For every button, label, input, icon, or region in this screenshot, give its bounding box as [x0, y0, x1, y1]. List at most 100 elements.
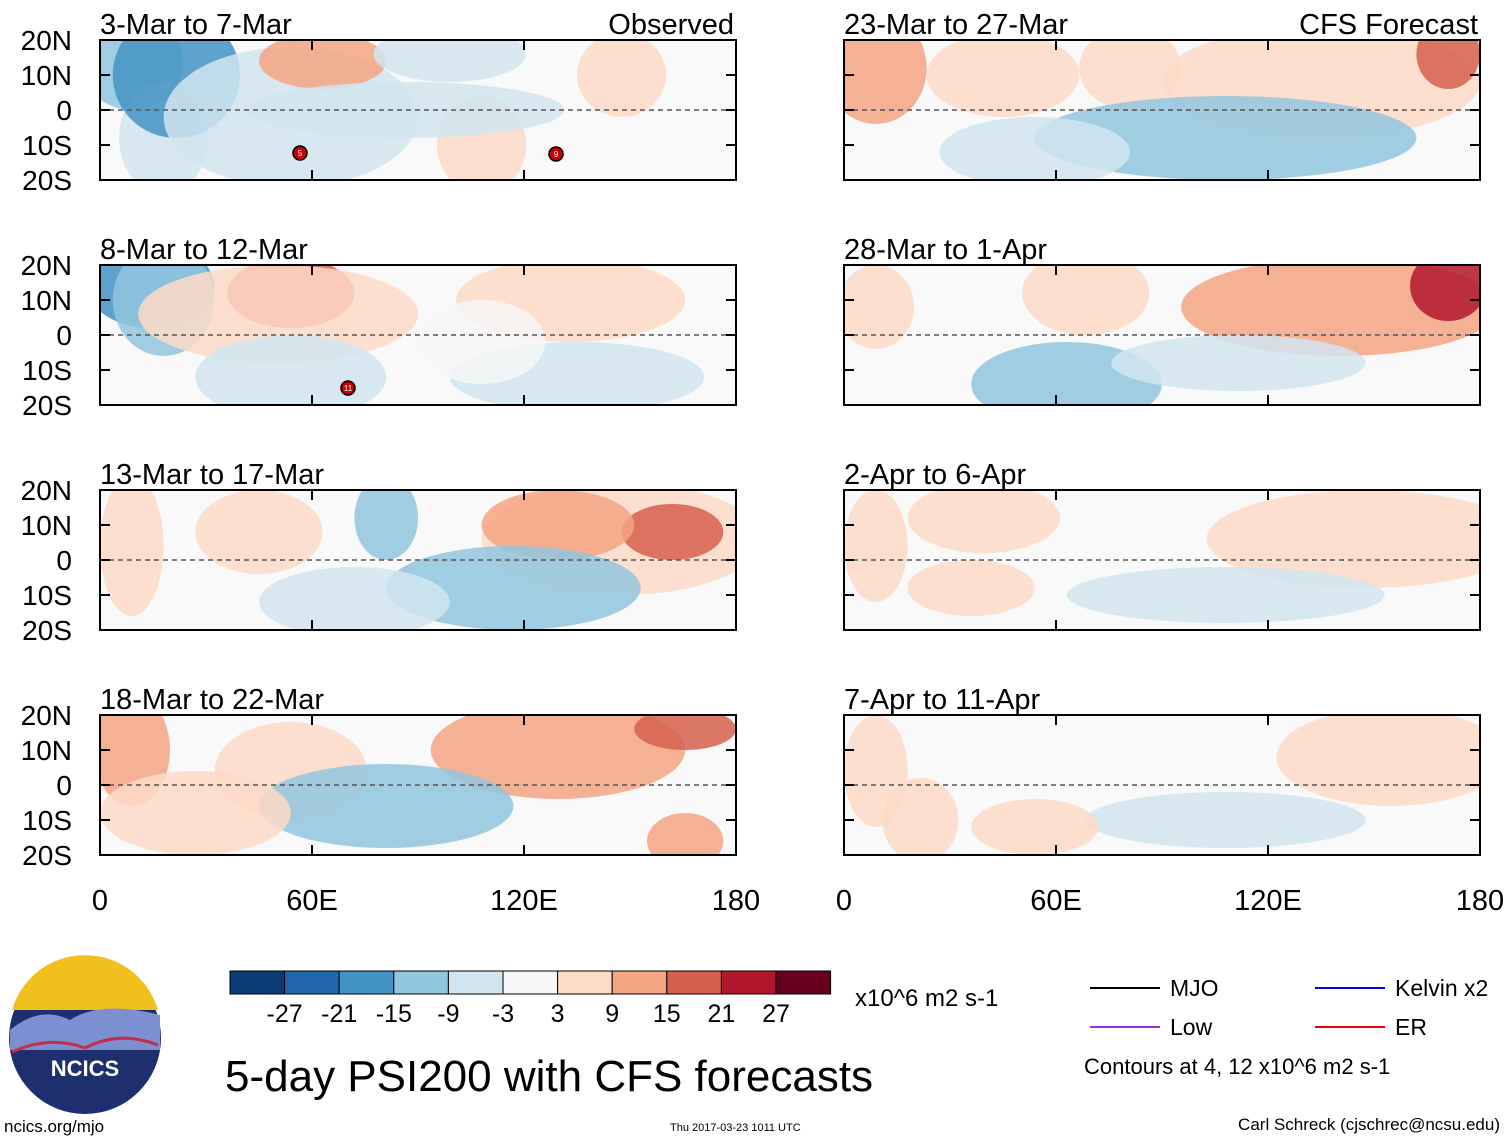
lon-label: 180: [1456, 885, 1504, 917]
anomaly-blob: [259, 567, 450, 630]
colorbar-swatch: [393, 970, 449, 995]
panel-period-title: 8-Mar to 12-Mar: [100, 234, 308, 266]
anomaly-blob: [621, 504, 724, 560]
anomaly-blob: [1066, 567, 1385, 623]
legend-label: MJO: [1170, 975, 1219, 1001]
colorbar-tick-label: -3: [492, 1000, 514, 1028]
anomaly-blob: [259, 764, 514, 848]
colorbar-tick-label: 9: [605, 1000, 619, 1028]
anomaly-blob: [634, 715, 736, 750]
storm-marker-label: 5: [298, 149, 303, 158]
legend-label: Kelvin x2: [1395, 975, 1488, 1001]
footer-url-link[interactable]: ncics.org/mjo: [4, 1117, 105, 1136]
colorbar-swatch: [447, 970, 504, 995]
anomaly-blob: [195, 335, 387, 405]
storm-marker-label: 11: [344, 384, 353, 393]
map-panel: 23-Mar to 27-Mar CFS Forecast: [843, 9, 1481, 181]
colorbar-tick-label: 3: [551, 1000, 565, 1028]
lat-label: 10N: [21, 510, 72, 541]
colorbar-swatch: [557, 970, 613, 995]
panel-period-title: 3-Mar to 7-Mar: [100, 9, 292, 41]
panel-period-title: 2-Apr to 6-Apr: [844, 459, 1026, 491]
lat-label: 10S: [22, 130, 72, 161]
anomaly-shading: [100, 265, 705, 405]
panel-period-title: 28-Mar to 1-Apr: [844, 234, 1047, 266]
anomaly-blob: [1034, 96, 1417, 180]
storm-marker: 11: [340, 380, 356, 396]
panel-period-title: 18-Mar to 22-Mar: [100, 684, 324, 716]
anomaly-shading: [100, 490, 736, 630]
map-panel: 13-Mar to 17-Mar 20N 10N 0 10S 20S: [21, 459, 737, 646]
colorbar-tick-label: 21: [707, 1000, 735, 1028]
lat-label: 20S: [22, 840, 72, 871]
logo-sun: [12, 955, 158, 1010]
anomaly-blob: [577, 40, 667, 117]
colorbar-tick-label: -21: [321, 1000, 357, 1028]
anomaly-blob: [907, 490, 1061, 553]
logo-text: NCICS: [51, 1056, 119, 1081]
anomaly-blob: [1410, 265, 1480, 321]
colorbar-swatch: [229, 970, 286, 995]
storm-marker-icon: [548, 146, 564, 162]
anomaly-blob: [1416, 40, 1480, 89]
storm-marker-icon: [340, 380, 356, 396]
colorbar-units: x10^6 m2 s-1: [855, 985, 999, 1012]
anomaly-blob: [430, 715, 686, 799]
anomaly-blob: [926, 40, 1080, 117]
figure-title: 5-day PSI200 with CFS forecasts: [225, 1052, 874, 1101]
panel-source-label: Observed: [608, 9, 734, 41]
anomaly-blob: [1206, 490, 1480, 588]
lat-label: 20N: [21, 475, 72, 506]
anomaly-blob: [1181, 265, 1480, 356]
map-panel: 2-Apr to 6-Apr: [843, 459, 1481, 631]
colorbar-tick-label: 27: [762, 1000, 790, 1028]
anomaly-blob: [646, 813, 724, 855]
lat-label: 10S: [22, 355, 72, 386]
map-panel: 28-Mar to 1-Apr: [843, 234, 1481, 406]
lat-label: 20N: [21, 250, 72, 281]
anomaly-blob: [1276, 715, 1480, 806]
lat-label: 0: [56, 545, 72, 576]
lon-label: 60E: [286, 885, 338, 917]
lon-label: 0: [92, 885, 108, 917]
anomaly-shading: [100, 715, 736, 855]
colorbar-swatch: [502, 970, 559, 995]
anomaly-blob: [373, 40, 527, 82]
lat-label: 10N: [21, 285, 72, 316]
lon-label: 120E: [1234, 885, 1302, 917]
footer-timestamp: Thu 2017-03-23 1011 UTC: [670, 1122, 801, 1134]
colorbar-swatch: [284, 970, 340, 995]
lon-label: 120E: [490, 885, 558, 917]
lat-label: 20N: [21, 25, 72, 56]
anomaly-shading: [844, 40, 1480, 180]
anomaly-blob: [971, 799, 1099, 855]
lat-label: 20S: [22, 390, 72, 421]
anomaly-blob: [138, 265, 419, 363]
anomaly-blob: [1085, 792, 1366, 848]
colorbar-swatch: [720, 970, 777, 995]
storm-marker: 5: [292, 145, 308, 161]
panel-period-title: 13-Mar to 17-Mar: [100, 459, 324, 491]
lat-label: 10N: [21, 735, 72, 766]
lat-label: 0: [56, 95, 72, 126]
colorbar-tick-label: -15: [376, 1000, 412, 1028]
lon-label: 60E: [1030, 885, 1082, 917]
legend: MJO Kelvin x2 Low ER: [1090, 975, 1488, 1040]
lat-label: 10N: [21, 60, 72, 91]
anomaly-blob: [259, 40, 387, 89]
lat-label: 10S: [22, 805, 72, 836]
panel-period-title: 7-Apr to 11-Apr: [844, 684, 1040, 716]
lat-label: 20S: [22, 165, 72, 196]
anomaly-blob: [844, 40, 927, 124]
lat-label: 10S: [22, 580, 72, 611]
legend-label: ER: [1395, 1014, 1427, 1040]
map-panel: 18-Mar to 22-Mar 20N 10N 0 10S 20S: [21, 684, 737, 871]
logo-ridge: [11, 1036, 159, 1054]
map-panel: 3-Mar to 7-Mar Observed 20N 10N 0 10S 20S: [21, 9, 737, 196]
storm-marker-label: 9: [554, 150, 559, 159]
anomaly-blob: [882, 778, 959, 855]
anomaly-blob: [939, 117, 1131, 180]
colorbar-tick-label: -27: [267, 1000, 303, 1028]
anomaly-blob: [1022, 265, 1150, 335]
